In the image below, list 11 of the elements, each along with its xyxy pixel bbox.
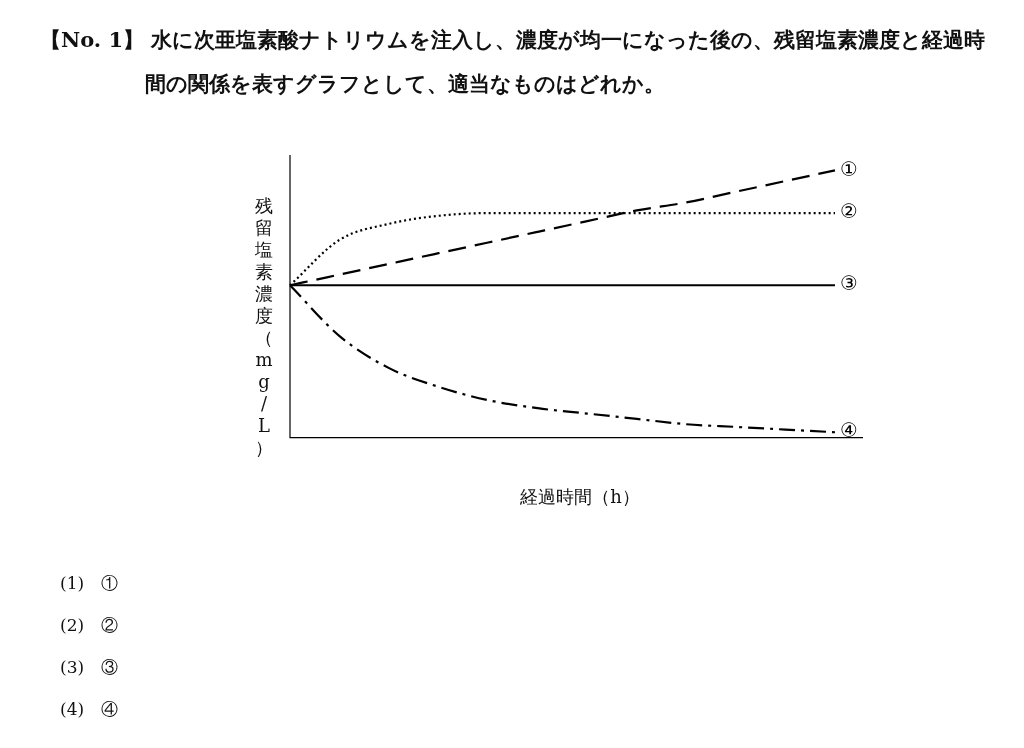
text: 残留塩素濃度（mg/L） xyxy=(255,195,273,458)
series-label: ③ xyxy=(840,271,858,296)
text: (4) ④ xyxy=(60,698,119,721)
series-label: ④ xyxy=(840,418,858,443)
text: (1) ① xyxy=(60,572,119,595)
text: (3) ③ xyxy=(60,656,119,679)
series-label: ② xyxy=(840,199,858,224)
x-axis-title: 経過時間（h） xyxy=(519,485,641,509)
chart-title: 【No. 1】 水に次亜塩素酸ナトリウムを注入し、濃度が均一になった後の、残留塩素濃度と経過時間の関係を表すグラフとして、適当なものはどれか。 xyxy=(40,26,987,98)
text: (2) ② xyxy=(60,614,119,637)
series-label: ① xyxy=(840,156,858,181)
